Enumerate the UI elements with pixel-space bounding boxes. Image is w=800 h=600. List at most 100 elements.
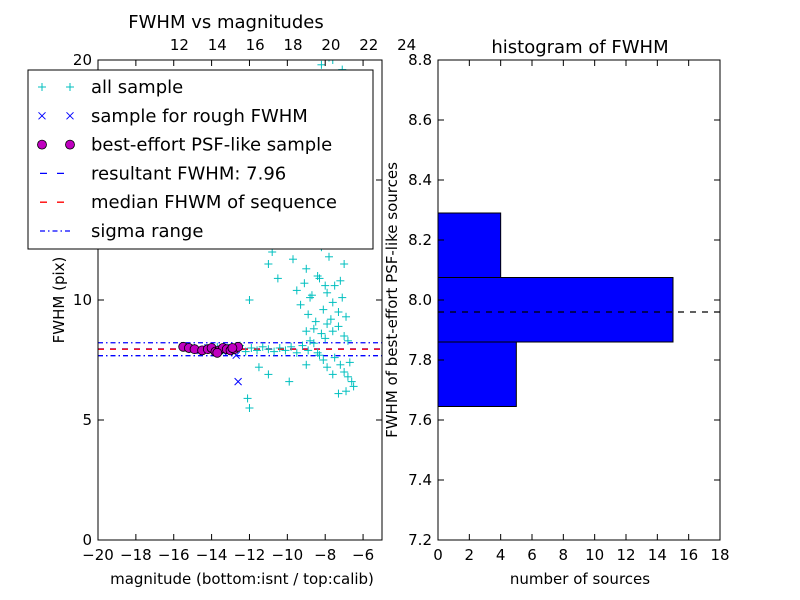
point-0-25 <box>321 334 330 343</box>
x-tick-label: 2 <box>465 546 475 564</box>
y-tick-label: 7.4 <box>408 471 432 489</box>
point-0-88 <box>317 60 326 69</box>
x-tick-label: 6 <box>527 546 537 564</box>
point-0-28 <box>254 363 263 372</box>
legend-marker-2b <box>65 139 75 150</box>
legend-marker-1b <box>66 111 74 120</box>
point-0-58 <box>323 288 332 297</box>
point-0-59 <box>326 315 335 324</box>
left-x-axis-label: magnitude (bottom:isnt / top:calib) <box>110 570 374 588</box>
point-0-62 <box>338 293 347 302</box>
x-tick-label: −12 <box>234 546 266 564</box>
y-tick-label: 20 <box>73 51 92 69</box>
point-0-55 <box>311 317 320 326</box>
point-0-63 <box>342 312 351 321</box>
x-tick-label: 14 <box>648 546 667 564</box>
histogram-bar-0 <box>437 341 517 407</box>
point-0-72 <box>302 327 311 336</box>
top-tick-label: 20 <box>321 36 340 54</box>
legend: all sample sample for rough FWHM best-effo… <box>27 69 374 250</box>
point-0-15 <box>264 345 273 354</box>
legend-entry-4: median FHWM of sequence <box>40 192 337 213</box>
point-0-16 <box>270 347 279 356</box>
histogram-bar-2 <box>437 212 502 278</box>
x-tick-label: −14 <box>196 546 228 564</box>
legend-label: all sample <box>91 77 183 98</box>
point-0-31 <box>302 360 311 369</box>
left-y-axis-label: FWHM (pix) <box>50 257 68 344</box>
point-0-30 <box>285 377 294 386</box>
right-plot-area <box>437 212 720 407</box>
point-0-60 <box>330 281 339 290</box>
y-tick-label: 7.6 <box>408 411 432 429</box>
point-0-37 <box>289 255 298 264</box>
point-0-50 <box>340 260 349 268</box>
point-0-65 <box>317 329 326 338</box>
legend-marker-0 <box>38 83 46 91</box>
point-0-47 <box>328 298 337 307</box>
point-0-21 <box>298 341 307 350</box>
x-tick-label: −10 <box>272 546 304 564</box>
y-tick-label: 10 <box>73 291 92 309</box>
legend-label: sigma range <box>91 221 203 242</box>
point-0-32 <box>245 296 254 304</box>
point-0-20 <box>292 348 301 357</box>
top-tick-label: 22 <box>359 36 378 54</box>
legend-entry-2: best-effort PSF-like sample <box>37 135 332 156</box>
point-0-57 <box>319 305 328 314</box>
x-tick-label: 12 <box>616 546 635 564</box>
right-chart-title: histogram of FWHM <box>491 37 668 58</box>
legend-marker-1 <box>38 111 46 120</box>
y-tick-label: 8.4 <box>408 171 432 189</box>
point-0-70 <box>343 336 352 345</box>
point-1-8 <box>234 377 242 386</box>
point-0-17 <box>275 344 284 352</box>
point-0-22 <box>304 346 313 355</box>
legend-label: resultant FWHM: 7.96 <box>91 163 286 184</box>
point-0-51 <box>296 300 305 309</box>
point-0-19 <box>287 342 296 351</box>
legend-entry-3: resultant FWHM: 7.96 <box>40 163 286 184</box>
histogram-bar-1 <box>437 277 674 343</box>
point-0-68 <box>334 322 343 331</box>
point-0-13 <box>253 346 262 355</box>
x-tick-label: 4 <box>496 546 506 564</box>
point-0-84 <box>319 356 328 364</box>
fwhm-vs-magnitude-panel: FWHM vs magnitudes −20 −18 −16 −14 −12 −10 −8−… <box>27 12 416 588</box>
histogram-panel: histogram of FWHM 0 2 4 6 8 10 12 14 16 187.27.47… <box>383 37 730 588</box>
legend-label: best-effort PSF-like sample <box>91 135 332 156</box>
point-0-49 <box>336 276 345 285</box>
x-tick-label: −8 <box>314 546 336 564</box>
point-0-53 <box>304 310 313 319</box>
point-0-67 <box>328 327 337 336</box>
point-0-26 <box>245 404 254 412</box>
y-tick-label: 8.8 <box>408 51 432 69</box>
legend-marker-0b <box>66 83 74 91</box>
x-tick-label: 16 <box>679 546 698 564</box>
point-0-14 <box>258 342 267 351</box>
y-tick-label: 7.8 <box>408 351 432 369</box>
y-tick-label: 5 <box>82 411 92 429</box>
point-0-69 <box>340 332 349 340</box>
right-y-axis-label: FWHM of best-effort PSF-like sources <box>383 162 401 438</box>
left-plot-area <box>98 60 382 412</box>
point-0-40 <box>302 264 311 273</box>
point-0-80 <box>334 389 343 398</box>
point-0-35 <box>273 274 282 283</box>
point-0-54 <box>307 291 316 300</box>
legend-box <box>27 69 374 250</box>
legend-entry-5: sigma range <box>40 221 203 242</box>
point-0-61 <box>334 308 343 316</box>
point-0-79 <box>342 387 351 396</box>
top-tick-label: 24 <box>397 36 416 54</box>
y-tick-label: 8.6 <box>408 111 432 129</box>
point-0-81 <box>345 358 354 367</box>
point-0-66 <box>323 320 332 328</box>
point-0-56 <box>315 274 324 283</box>
point-0-85 <box>313 348 322 357</box>
point-0-73 <box>330 353 339 362</box>
point-2-14 <box>227 343 238 353</box>
x-tick-label: −6 <box>352 546 374 564</box>
point-0-45 <box>321 281 330 290</box>
